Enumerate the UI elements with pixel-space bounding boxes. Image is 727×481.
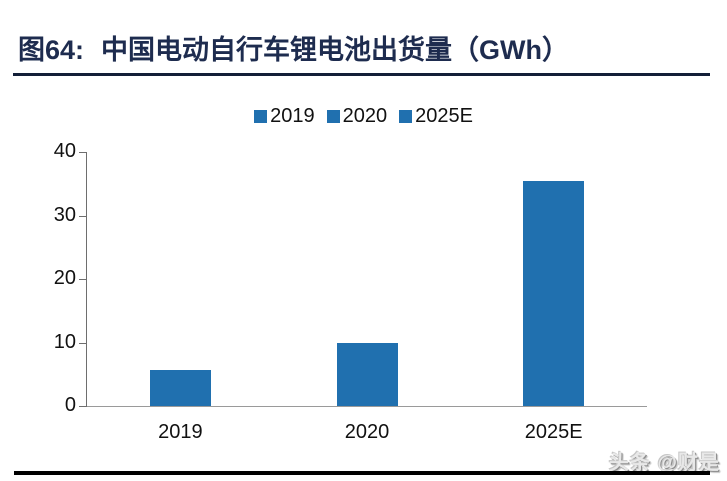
y-tick-mark [79, 279, 86, 280]
y-tick-label: 10 [53, 330, 76, 353]
y-tick-label: 40 [53, 140, 76, 162]
legend-label: 2020 [342, 105, 388, 127]
y-tick-mark [79, 342, 86, 344]
x-tick-label: 2019 [158, 421, 203, 443]
figure-number: 图64: [18, 35, 85, 65]
legend-swatch-icon [326, 110, 340, 123]
bottom-border [14, 471, 710, 475]
y-tick-label: 0 [64, 394, 76, 416]
legend-label: 2019 [270, 105, 315, 127]
legend-swatch-icon [254, 110, 268, 123]
y-axis [86, 152, 87, 407]
legend-item-2025E: 2025E [399, 105, 473, 128]
bar-2020 [336, 343, 398, 406]
legend-swatch-icon [399, 110, 413, 123]
bar-2025E [523, 181, 585, 406]
figure-title-text: 中国电动自行车锂电池出货量（GWh） [101, 35, 570, 65]
bar-2019 [149, 370, 211, 406]
y-tick-mark [79, 406, 86, 407]
y-tick-mark [79, 152, 86, 153]
title-underline [13, 73, 710, 76]
legend-item-2020: 2020 [326, 105, 388, 128]
legend-item-2019: 2019 [254, 105, 315, 128]
legend-label: 2025E [415, 105, 473, 127]
y-tick-mark [79, 215, 86, 217]
y-tick-label: 20 [53, 267, 76, 289]
chart-legend: 2019 2020 2025E [0, 105, 727, 128]
x-tick-label: 2025E [524, 421, 583, 443]
watermark: 头条 @财是 [608, 452, 720, 474]
x-tick-label: 2020 [344, 421, 390, 443]
y-tick-label: 30 [53, 203, 76, 226]
x-axis [87, 406, 647, 407]
figure-title: 图64: 中国电动自行车锂电池出货量（GWh） [18, 28, 569, 67]
